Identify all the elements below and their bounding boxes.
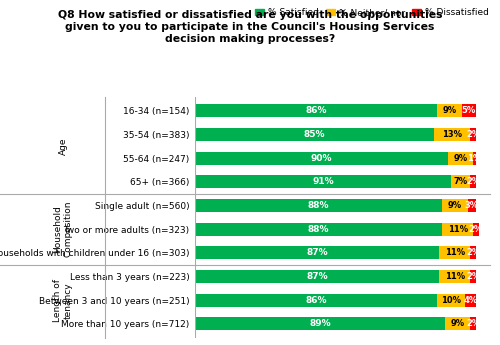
Text: 2%: 2%: [466, 177, 480, 186]
Text: Household
Composition: Household Composition: [54, 201, 72, 257]
Bar: [195, 270, 440, 283]
Text: 87%: 87%: [306, 248, 328, 257]
Bar: [195, 128, 434, 141]
Bar: [470, 246, 476, 259]
Bar: [195, 152, 448, 165]
Text: 9%: 9%: [442, 106, 456, 115]
Bar: [195, 199, 442, 212]
Bar: [442, 199, 468, 212]
Text: 2%: 2%: [466, 272, 480, 281]
Text: 11%: 11%: [445, 248, 465, 257]
Bar: [436, 104, 462, 117]
Text: Age: Age: [58, 138, 68, 155]
Bar: [470, 270, 476, 283]
Text: 86%: 86%: [305, 296, 326, 305]
Bar: [195, 317, 445, 331]
Bar: [468, 199, 476, 212]
Bar: [470, 175, 476, 188]
Bar: [462, 104, 476, 117]
Text: 2%: 2%: [466, 319, 480, 328]
Text: 11%: 11%: [448, 225, 468, 234]
Text: 7%: 7%: [454, 177, 468, 186]
Bar: [464, 294, 476, 307]
Text: 9%: 9%: [450, 319, 465, 328]
Text: 88%: 88%: [308, 225, 330, 234]
Text: 10%: 10%: [440, 296, 460, 305]
Text: 87%: 87%: [306, 272, 328, 281]
Bar: [440, 246, 470, 259]
Bar: [195, 294, 436, 307]
Bar: [470, 128, 476, 141]
Bar: [448, 152, 473, 165]
Text: 5%: 5%: [462, 106, 476, 115]
Text: 9%: 9%: [448, 201, 462, 210]
Text: 90%: 90%: [310, 154, 332, 162]
Text: 2%: 2%: [466, 130, 480, 139]
Bar: [442, 223, 473, 236]
Text: Q8 How satisfied or dissatisfied are you with the opportunities
given to you to : Q8 How satisfied or dissatisfied are you…: [58, 10, 442, 43]
Legend: % Satisfied, % Neither/ nor, % Dissatisfied: % Satisfied, % Neither/ nor, % Dissatisf…: [252, 4, 492, 21]
Bar: [195, 246, 440, 259]
Bar: [436, 294, 464, 307]
Bar: [195, 223, 442, 236]
Bar: [195, 104, 436, 117]
Bar: [450, 175, 470, 188]
Text: 91%: 91%: [312, 177, 334, 186]
Text: 2%: 2%: [469, 225, 483, 234]
Bar: [195, 175, 450, 188]
Bar: [434, 128, 470, 141]
Bar: [445, 317, 470, 331]
Text: 11%: 11%: [445, 272, 465, 281]
Text: 89%: 89%: [309, 319, 331, 328]
Text: 88%: 88%: [308, 201, 330, 210]
Text: 13%: 13%: [442, 130, 462, 139]
Bar: [473, 223, 479, 236]
Text: 9%: 9%: [454, 154, 468, 162]
Bar: [470, 317, 476, 331]
Bar: [473, 152, 476, 165]
Text: 3%: 3%: [464, 201, 479, 210]
Text: 85%: 85%: [304, 130, 325, 139]
Text: 1%: 1%: [468, 154, 481, 162]
Text: 4%: 4%: [463, 296, 477, 305]
Text: Length of
tenancy: Length of tenancy: [54, 279, 72, 322]
Text: 2%: 2%: [466, 248, 480, 257]
Text: 86%: 86%: [305, 106, 326, 115]
Bar: [440, 270, 470, 283]
